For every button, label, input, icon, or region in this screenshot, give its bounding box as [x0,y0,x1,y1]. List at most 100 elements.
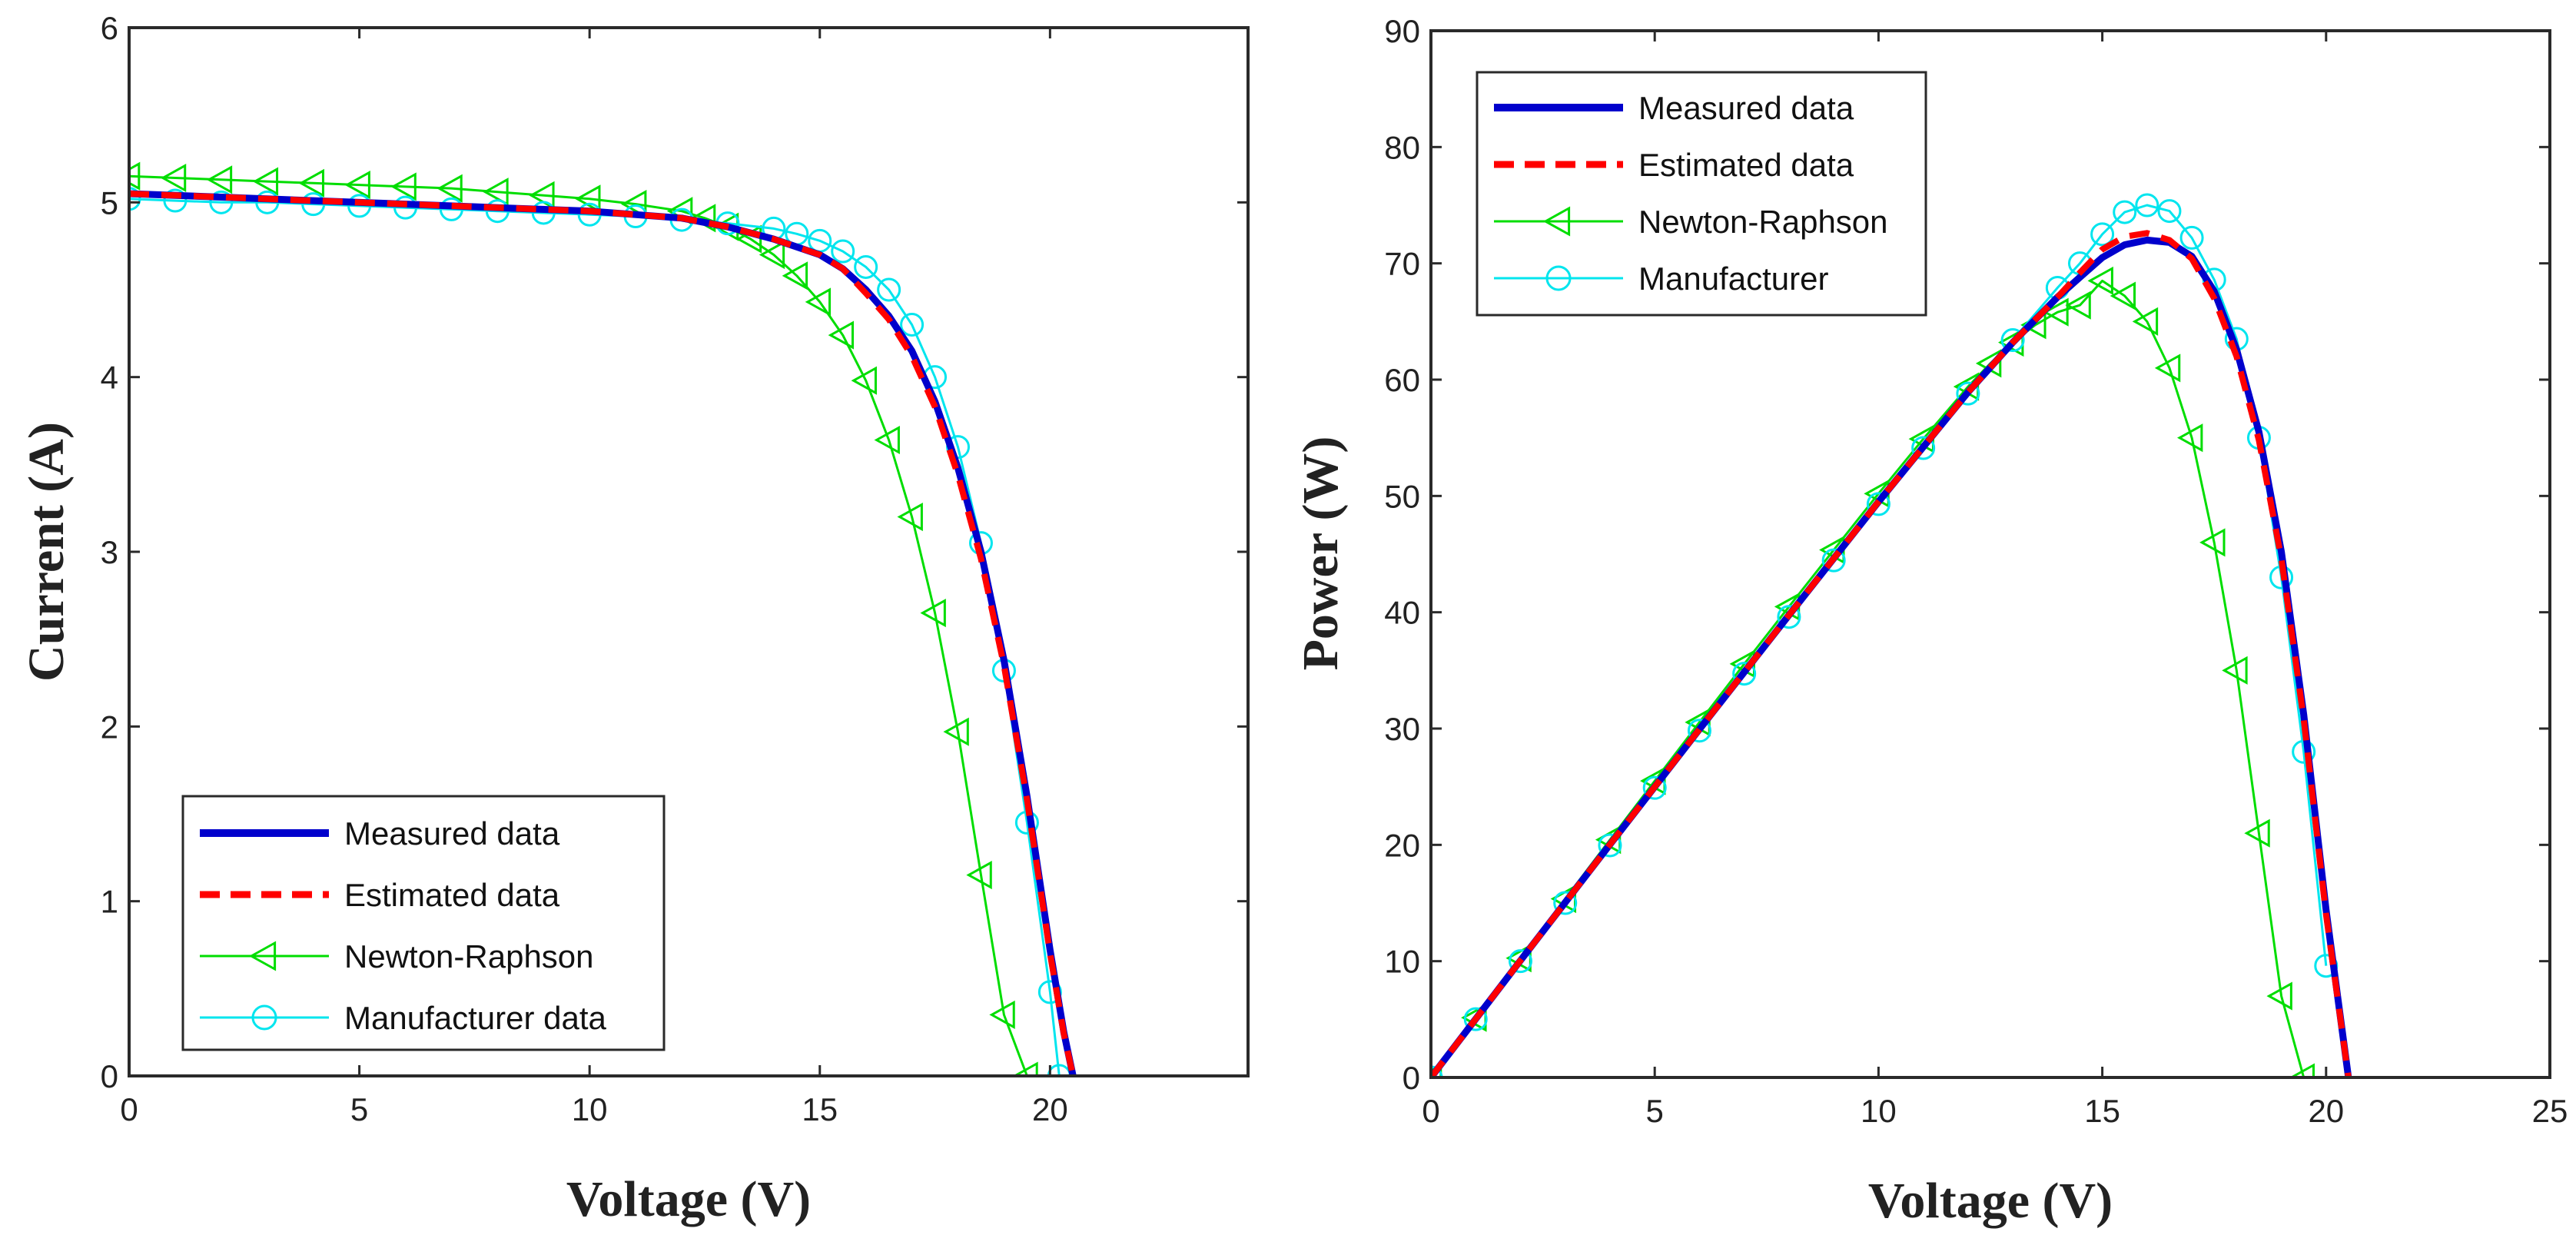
chart-left-series-2-marker-8 [483,178,509,207]
chart-right-xticklabel-2: 10 [1861,1093,1897,1129]
chart-right-yticklabel-5: 50 [1384,478,1420,514]
chart-left-legend-entry-3: Manufacturer data [200,1000,607,1036]
chart-left-series-2-marker-5 [344,171,370,200]
chart-left-series-2-marker-11 [621,190,647,219]
chart-left-legend-marker-2 [248,941,277,971]
chart-right-series-3-marker-13 [2000,328,2025,353]
chart-right-series-3-marker-16 [2090,222,2115,247]
chart-left-series-2-marker-17 [782,261,808,290]
chart-right-series-3-marker-4 [1598,833,1622,858]
chart-right-series-3-marker-6 [1687,719,1711,743]
chart-left-legend-label-3: Manufacturer data [344,1000,607,1036]
chart-right-series-3-marker-20 [2179,225,2204,250]
chart-right-series-3-marker-8 [1777,605,1801,629]
chart-right-series-0-line [1431,236,2352,1077]
chart-left-yticklabel-0: 0 [101,1058,118,1094]
chart-left-series-2-marker-22 [897,502,923,532]
chart-left-plot-series [129,161,1077,1076]
chart-left-yticklabel-4: 4 [101,360,118,396]
chart-left-series-0-line [129,190,1077,1076]
chart-left-xticklabel-1: 5 [350,1091,368,1127]
chart-left-series-2-marker-2 [206,165,233,194]
chart-right-xticklabel-0: 0 [1422,1093,1439,1129]
chart-right-legend-label-1: Estimated data [1638,147,1854,183]
chart-right-xticklabels: 0 5 10 15 20 25 [1422,1093,2568,1129]
chart-right-xlabel: Voltage (V) [1868,1173,2113,1229]
chart-right-series-2-line [1431,279,2305,1077]
chart-right-series-3-line [1431,204,2328,1077]
chart-left-yticklabel-5: 5 [101,184,118,221]
chart-left-series-3-marker-2 [209,190,234,214]
chart-left-series-3-line [129,198,1061,1076]
chart-left-series-2-marker-21 [874,425,900,455]
chart-right-yticklabel-4: 40 [1384,595,1420,631]
chart-right-series-2-marker-19 [2110,281,2136,310]
chart-left-series-3-marker-17 [831,239,855,264]
chart-left-series-2-marker-3 [252,167,279,196]
chart-right-legend-label-0: Measured data [1638,90,1854,126]
chart-right-legend-box [1476,71,1927,317]
chart-right-series-2-marker-23 [2199,528,2226,557]
chart-right-xticklabel-3: 15 [2084,1093,2120,1129]
chart-right-series-3-marker-17 [2113,200,2137,224]
chart-right-xticklabel-4: 20 [2308,1093,2344,1129]
chart-right-series-2-marker-27 [2289,1063,2315,1077]
chart-right-xticklabel-5: 25 [2532,1093,2568,1129]
chart-left-series-0 [129,190,1077,1076]
chart-right-yticklabel-1: 10 [1384,944,1420,980]
chart-left-series-2-marker-18 [805,287,832,317]
chart-left-legend-entries: Measured data Estimated data Newton-Raphso… [200,815,607,1036]
chart-left-series-3-marker-20 [900,312,925,337]
chart-left-xticklabel-2: 10 [572,1091,608,1127]
chart-right-legend-entry-1: Estimated data [1494,147,1854,183]
chart-left-ylabel: Current (A) [18,422,75,682]
chart-left-xticklabel-3: 15 [802,1091,838,1127]
chart-right-series-2-marker-21 [2154,354,2181,383]
chart-left-legend-box [181,795,666,1051]
chart-right-ylabel: Power (W) [1293,437,1349,671]
chart-right-legend-label-2: Newton-Raphson [1638,204,1888,240]
chart-left-legend-marker-3 [251,1004,277,1031]
chart-left-series-2-marker-7 [437,174,463,203]
chart-right-yticklabel-2: 20 [1384,827,1420,863]
chart-right-series-2-marker-26 [2266,981,2292,1011]
chart-left-series-2-marker-6 [390,172,417,201]
chart-left-series-1 [129,191,1077,1076]
chart-left-legend-entry-2: Newton-Raphson [200,938,594,974]
chart-left-series-3-marker-18 [854,254,878,279]
chart-left-xticklabels: 0 5 10 15 20 [120,1091,1067,1127]
chart-left-legend: Measured data Estimated data Newton-Raphso… [181,795,666,1051]
chart-left-series-1-line [129,191,1077,1076]
chart-left-ticks [128,26,1248,1077]
chart-right-legend-entries: Measured data Estimated data Newton-Raphso… [1494,90,1888,297]
chart-right-series-2-marker-22 [2176,423,2203,453]
chart-right-legend: Measured data Estimated data Newton-Raphso… [1476,71,1927,317]
chart-left-series-2-marker-26 [989,1000,1015,1029]
chart-left-yticklabel-2: 2 [101,709,118,745]
chart-right-series-3-marker-12 [1956,381,1980,406]
chart-right-series-3-marker-18 [2135,193,2159,217]
chart-right-series-3 [1431,193,2339,1077]
chart-left-series-3-marker-1 [163,188,188,213]
chart-left-series-2-marker-24 [943,717,969,746]
chart-left-yticklabels: 0 1 2 3 4 5 6 [101,10,118,1094]
chart-right-legend-marker-2 [1542,206,1571,237]
chart-right-series-3-marker-19 [2157,199,2182,224]
chart-left-xlabel: Voltage (V) [566,1171,811,1227]
chart-right-xticklabel-1: 5 [1646,1093,1664,1129]
chart-right-legend-marker-3 [1545,265,1572,291]
chart-left-series-3-marker-26 [1037,980,1062,1004]
chart-left-series-2-marker-1 [160,163,187,193]
chart-right-series-3-marker-11 [1911,436,1936,460]
chart-right-ticks [1429,29,2551,1079]
chart-right-series-2-marker-16 [2043,297,2069,327]
chart-right-yticklabels: 0 10 20 30 40 50 60 70 80 90 [1384,13,1420,1096]
chart-left-legend-entry-1: Estimated data [200,877,560,913]
chart-right-series-3-marker-5 [1642,775,1667,800]
chart-left-series-3-marker-0 [129,187,141,211]
chart-right-yticklabel-0: 0 [1403,1060,1420,1096]
chart-right-series-2-marker-20 [2132,307,2159,336]
chart-left-yticklabel-1: 1 [101,884,118,920]
chart-left-series-3-marker-19 [877,277,901,302]
